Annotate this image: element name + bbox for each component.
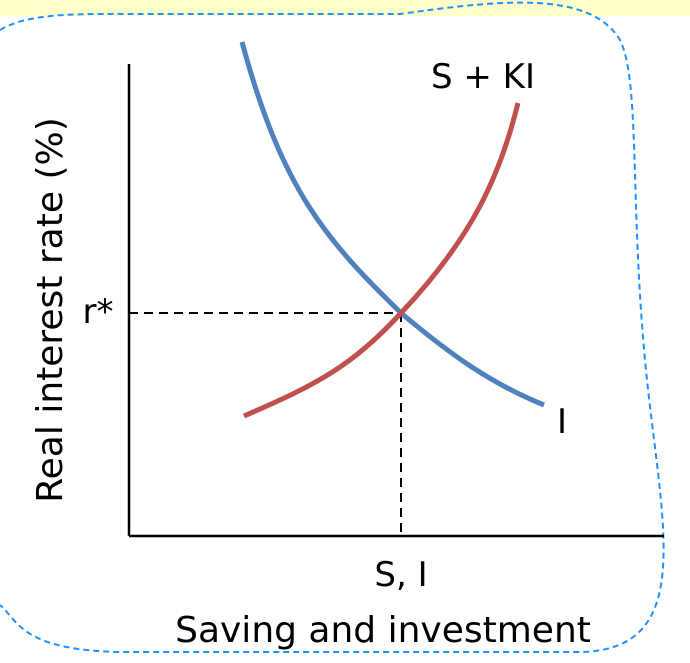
investment-curve [239,41,545,408]
investment-label: I [557,402,567,442]
x-axis-title: Saving and investment [175,610,591,651]
equilibrium-rate-label: r* [83,292,114,332]
equilibrium-quantity-label: S, I [374,555,427,595]
y-axis-title: Real interest rate (%) [30,117,71,502]
saving-plus-ki-curve [243,102,521,419]
dashed-frame-border [0,1,665,653]
saving-plus-ki-label: S + KI [431,57,535,97]
top-highlight-band [0,0,690,16]
